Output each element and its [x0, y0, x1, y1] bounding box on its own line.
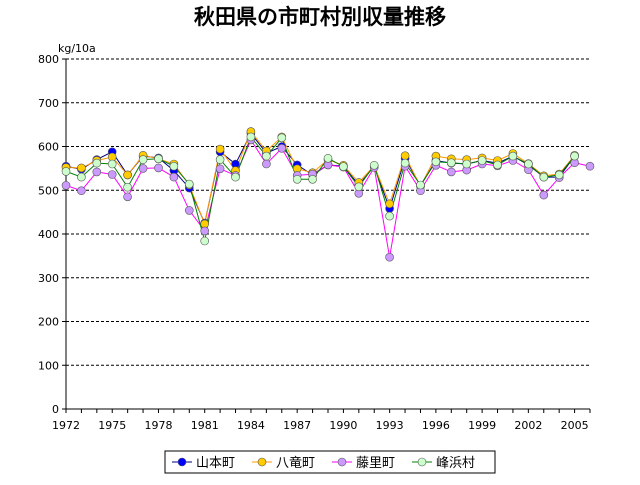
data-point-series-3 — [107, 170, 117, 179]
axes — [62, 58, 591, 413]
data-point-series-4 — [539, 172, 549, 182]
legend-marker-2 — [257, 457, 267, 467]
data-point-series-4 — [339, 162, 348, 171]
data-point-series-2 — [77, 163, 86, 173]
x-tick-label: 2002 — [514, 419, 542, 432]
data-point-series-3 — [200, 226, 209, 236]
data-point-series-3 — [92, 167, 102, 177]
data-point-series-4 — [554, 170, 564, 180]
data-point-series-4 — [61, 167, 71, 176]
data-point-series-3 — [154, 163, 163, 173]
data-point-series-4 — [493, 160, 502, 170]
data-point-series-4 — [200, 236, 209, 246]
data-point-series-4 — [308, 175, 317, 184]
data-point-series-3 — [277, 144, 287, 153]
data-point-series-4 — [154, 154, 163, 164]
x-tick-label: 1972 — [52, 419, 80, 432]
x-tick-label: 1978 — [144, 419, 172, 432]
data-point-series-3 — [61, 181, 71, 190]
y-tick-label: 300 — [38, 272, 59, 285]
data-point-series-4 — [477, 156, 487, 165]
data-point-series-3 — [215, 164, 225, 174]
x-tick-label: 1999 — [468, 419, 496, 432]
data-point-series-4 — [292, 175, 302, 184]
x-tick-label: 2005 — [561, 419, 589, 432]
x-tick-label: 1984 — [237, 419, 265, 432]
data-point-series-4 — [169, 161, 179, 171]
data-point-series-3 — [138, 164, 148, 173]
chart-title: 秋田県の市町村別収量推移 — [194, 5, 446, 29]
x-tick-label: 1975 — [98, 419, 126, 432]
data-point-series-3 — [169, 172, 179, 182]
data-point-series-2 — [400, 151, 410, 160]
data-point-series-4 — [323, 154, 333, 163]
x-tick-label: 1981 — [191, 419, 219, 432]
data-point-series-3 — [123, 192, 132, 202]
legend-label-4: 峰浜村 — [436, 456, 475, 471]
legend-label-1: 山本町 — [196, 456, 235, 471]
data-point-series-3 — [385, 252, 394, 262]
data-point-series-3 — [446, 167, 456, 177]
legend-marker-1 — [177, 457, 187, 467]
legend-label-3: 藤里町 — [356, 456, 395, 471]
data-point-series-4 — [77, 172, 86, 182]
x-tick-label: 1993 — [376, 419, 404, 432]
data-point-series-4 — [215, 155, 225, 164]
grid — [66, 58, 590, 366]
legend: 山本町 八竜町 藤里町 峰浜村 — [164, 450, 496, 474]
legend-marker-4 — [417, 457, 427, 467]
y-tick-label: 400 — [38, 228, 59, 241]
x-tick-label: 1990 — [329, 419, 357, 432]
y-axis-unit: kg/10a — [58, 42, 96, 55]
series-markers — [61, 127, 595, 262]
y-tick-label: 800 — [38, 53, 59, 66]
data-point-series-4 — [369, 161, 379, 170]
data-point-series-3 — [262, 159, 271, 169]
data-point-series-4 — [107, 159, 117, 169]
data-point-series-4 — [354, 182, 364, 192]
x-tick-label: 1996 — [422, 419, 450, 432]
data-point-series-4 — [431, 157, 441, 167]
data-point-series-4 — [231, 172, 240, 182]
y-tick-label: 500 — [38, 184, 59, 197]
data-point-series-4 — [524, 159, 533, 169]
legend-label-2: 八竜町 — [276, 456, 315, 471]
data-point-series-4 — [138, 155, 148, 164]
data-point-series-4 — [508, 151, 518, 161]
data-point-series-4 — [570, 151, 579, 161]
data-point-series-3 — [185, 206, 194, 215]
y-tick-label: 200 — [38, 316, 59, 329]
y-tick-label: 700 — [38, 97, 59, 110]
data-point-series-4 — [416, 180, 425, 190]
series-line-4 — [65, 135, 575, 242]
data-point-series-3 — [539, 190, 549, 200]
y-tick-label: 600 — [38, 141, 59, 154]
series-line-2 — [65, 130, 575, 226]
legend-marker-3 — [337, 457, 347, 467]
x-tick-label: 1987 — [283, 419, 311, 432]
data-point-series-4 — [385, 211, 394, 221]
y-tick-label: 0 — [52, 403, 59, 416]
data-point-series-4 — [446, 158, 456, 167]
data-point-series-4 — [185, 179, 194, 189]
data-point-series-4 — [246, 132, 256, 142]
data-point-series-4 — [262, 151, 271, 161]
data-point-series-2 — [385, 199, 394, 209]
data-point-series-4 — [277, 133, 287, 143]
data-point-series-3 — [77, 186, 86, 195]
data-point-series-4 — [123, 182, 132, 192]
data-point-series-2 — [215, 144, 225, 154]
data-point-series-4 — [462, 159, 472, 169]
data-point-series-4 — [400, 158, 410, 168]
y-tick-label: 100 — [38, 359, 59, 372]
data-point-series-3 — [585, 161, 595, 171]
y-tick-labels: 0 100 200 300 400 500 600 700 800 — [38, 53, 59, 416]
legend-box — [164, 450, 496, 474]
data-point-series-2 — [123, 170, 132, 180]
data-point-series-4 — [92, 158, 102, 168]
x-tick-labels: 1972 1975 1978 1981 1984 1987 1990 1993 1996 1999… — [52, 419, 589, 432]
